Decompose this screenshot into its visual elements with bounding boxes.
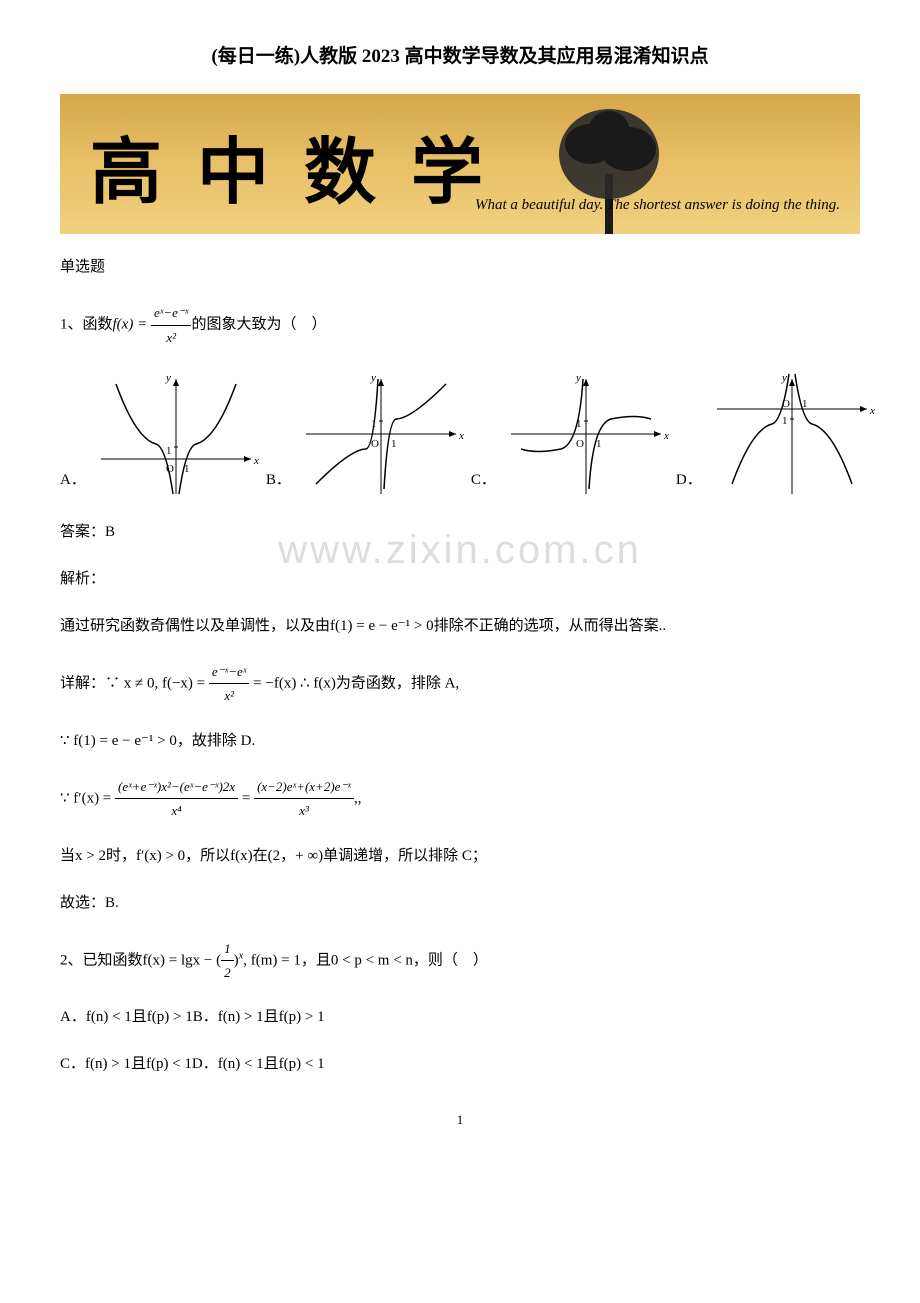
q1-options: A． x y O 1 1 B． <box>60 369 860 499</box>
q2-option-cd: C．f(n) > 1且f(p) < 1D．f(n) < 1且f(p) < 1 <box>60 1051 860 1078</box>
svg-text:O: O <box>371 438 379 450</box>
question-2: 2、已知函数f(x) = lgx − (12)x, f(m) = 1，且0 < … <box>60 937 860 1079</box>
option-a-label: A． <box>60 467 86 499</box>
q1-step2: ∵ f(1) = e − e⁻¹ > 0，故排除 D. <box>60 728 860 755</box>
option-c: C． x y O 1 1 <box>471 369 671 499</box>
option-b: B． x y O 1 1 <box>266 369 466 499</box>
q1-analysis-label: 解析： <box>60 566 860 593</box>
question-1: 1、函数f(x) = eˣ−e⁻ˣx²的图象大致为（ ） A． x y O 1 … <box>60 301 860 916</box>
q1-detail-fraction: e⁻ˣ−eˣx² <box>209 660 250 708</box>
svg-text:1: 1 <box>166 445 172 457</box>
q1-prefix: 1、函数 <box>60 317 113 333</box>
svg-text:1: 1 <box>391 438 397 450</box>
option-a: A． x y O 1 1 <box>60 369 261 499</box>
svg-text:x: x <box>253 455 259 467</box>
page-number: 1 <box>60 1108 860 1131</box>
q1-answer: 答案：B <box>60 519 860 546</box>
banner-english-text: What a beautiful day. The shortest answe… <box>475 192 840 219</box>
banner-char-3: 数 <box>304 109 376 234</box>
q1-step5: 故选：B. <box>60 890 860 917</box>
q1-step4: 当x > 2时，f′(x) > 0，所以f(x)在(2，+ ∞)单调递增，所以排… <box>60 843 860 870</box>
svg-text:y: y <box>370 372 376 384</box>
banner-char-4: 学 <box>411 109 483 234</box>
banner-char-1: 高 <box>90 109 162 234</box>
graph-b: x y O 1 1 <box>296 369 466 499</box>
svg-text:x: x <box>663 430 669 442</box>
q1-func: f(x) = <box>113 317 151 333</box>
option-c-label: C． <box>471 467 496 499</box>
q2-option-ab: A．f(n) < 1且f(p) > 1B．f(n) > 1且f(p) > 1 <box>60 1004 860 1031</box>
q1-detail: 详解：∵ x ≠ 0, f(−x) = e⁻ˣ−eˣx² = −f(x) ∴ f… <box>60 660 860 708</box>
q2-fraction: 12 <box>221 937 234 985</box>
q1-step3: ∵ f′(x) = (eˣ+e⁻ˣ)x²−(eˣ−e⁻ˣ)2xx⁴ = (x−2… <box>60 775 860 823</box>
q1-step3-frac2: (x−2)eˣ+(x+2)e⁻ˣx³ <box>254 775 354 823</box>
q1-stem: 1、函数f(x) = eˣ−e⁻ˣx²的图象大致为（ ） <box>60 301 860 349</box>
banner-char-2: 中 <box>197 109 269 234</box>
q1-fraction: eˣ−e⁻ˣx² <box>151 301 192 349</box>
option-d: D． x y O 1 1 <box>676 369 877 499</box>
svg-text:1: 1 <box>782 415 788 427</box>
svg-text:x: x <box>458 430 464 442</box>
svg-text:O: O <box>576 438 584 450</box>
graph-d: x y O 1 1 <box>707 369 877 499</box>
q2-stem: 2、已知函数f(x) = lgx − (12)x, f(m) = 1，且0 < … <box>60 937 860 985</box>
svg-text:y: y <box>575 372 581 384</box>
section-label: 单选题 <box>60 254 860 281</box>
banner: 高 中 数 学 What a beautiful day. The shorte… <box>60 94 860 234</box>
page-title: (每日一练)人教版 2023 高中数学导数及其应用易混淆知识点 <box>60 40 860 74</box>
graph-c: x y O 1 1 <box>501 369 671 499</box>
svg-text:y: y <box>165 372 171 384</box>
banner-chars: 高 中 数 学 <box>90 109 483 234</box>
q1-analysis-1: 通过研究函数奇偶性以及单调性，以及由f(1) = e − e⁻¹ > 0排除不正… <box>60 613 860 640</box>
q1-suffix: 的图象大致为（ ） <box>191 317 326 333</box>
graph-a: x y O 1 1 <box>91 369 261 499</box>
svg-text:x: x <box>869 405 875 417</box>
svg-text:y: y <box>781 372 787 384</box>
option-d-label: D． <box>676 467 702 499</box>
q1-step3-frac1: (eˣ+e⁻ˣ)x²−(eˣ−e⁻ˣ)2xx⁴ <box>115 775 238 823</box>
option-b-label: B． <box>266 467 291 499</box>
